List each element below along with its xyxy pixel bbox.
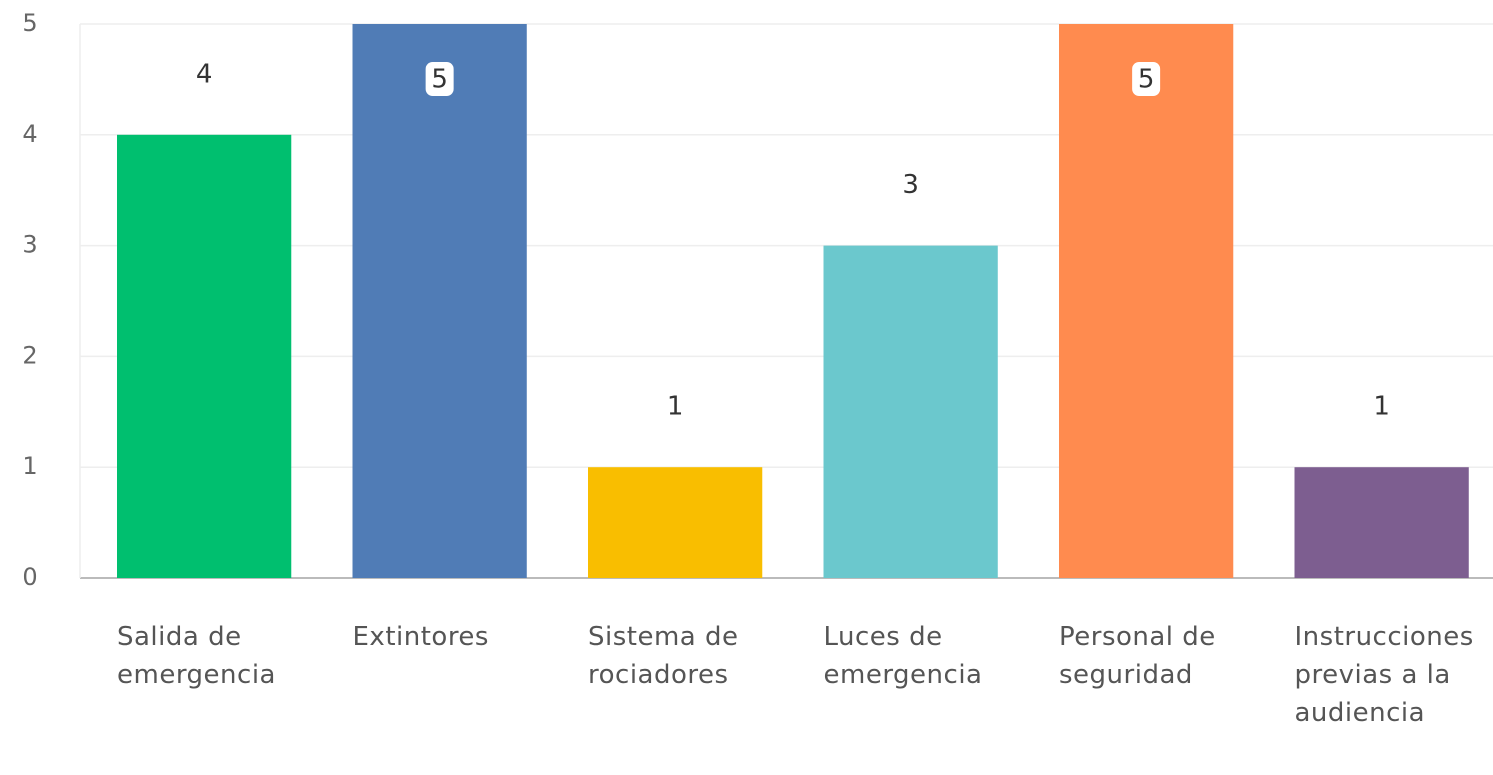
- y-tick-label: 4: [22, 120, 37, 148]
- y-tick-label: 2: [22, 341, 37, 369]
- bar: [1059, 24, 1234, 578]
- y-tick-label: 3: [22, 231, 37, 259]
- x-tick-label: Sistema de rociadores: [588, 622, 739, 690]
- bar: [823, 245, 998, 578]
- value-label: 3: [902, 170, 919, 200]
- y-tick-label: 1: [22, 452, 37, 480]
- value-label: 4: [196, 59, 213, 89]
- bar: [352, 24, 527, 578]
- value-label: 1: [1373, 392, 1390, 422]
- bar: [1294, 467, 1469, 578]
- y-tick-label: 5: [22, 9, 37, 37]
- value-label-bg: [1132, 62, 1161, 96]
- bar: [117, 134, 292, 579]
- value-label: 1: [667, 392, 684, 422]
- x-tick-label: Instrucciones previas a la audiencia: [1294, 622, 1474, 728]
- value-label: 5: [1138, 65, 1155, 95]
- x-tick-label: Personal de seguridad: [1059, 622, 1216, 690]
- y-tick-label: 0: [22, 563, 37, 591]
- x-tick-label: Salida de emergencia: [117, 622, 276, 690]
- value-label-bg: [425, 62, 454, 96]
- value-label: 5: [431, 65, 448, 95]
- x-tick-label: Extintores: [352, 622, 489, 652]
- x-tick-label: Luces de emergencia: [823, 622, 983, 690]
- bar: [588, 467, 763, 578]
